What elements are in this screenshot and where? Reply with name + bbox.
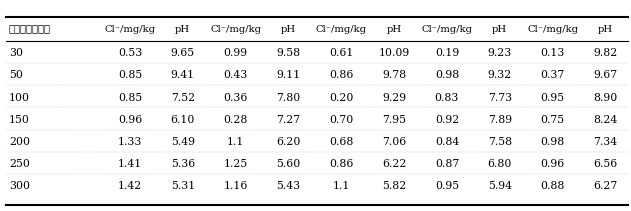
Text: 8.24: 8.24 xyxy=(593,115,618,125)
Text: 7.73: 7.73 xyxy=(488,92,512,103)
Text: 6.27: 6.27 xyxy=(593,181,618,191)
Text: 0.70: 0.70 xyxy=(329,115,353,125)
Text: pH: pH xyxy=(281,24,296,34)
Text: 7.89: 7.89 xyxy=(488,115,512,125)
Text: 1.33: 1.33 xyxy=(118,137,142,147)
Text: 9.82: 9.82 xyxy=(593,48,618,58)
Text: 300: 300 xyxy=(9,181,30,191)
Text: 50: 50 xyxy=(9,70,23,80)
Text: 5.60: 5.60 xyxy=(276,159,300,169)
Text: 5.36: 5.36 xyxy=(170,159,195,169)
Text: 0.37: 0.37 xyxy=(540,70,565,80)
Text: 0.95: 0.95 xyxy=(435,181,459,191)
Text: 1.16: 1.16 xyxy=(223,181,248,191)
Text: 5.94: 5.94 xyxy=(488,181,512,191)
Text: 0.19: 0.19 xyxy=(435,48,459,58)
Text: 7.80: 7.80 xyxy=(276,92,300,103)
Text: 9.78: 9.78 xyxy=(382,70,406,80)
Text: 9.29: 9.29 xyxy=(382,92,406,103)
Text: 9.58: 9.58 xyxy=(276,48,300,58)
Text: 5.31: 5.31 xyxy=(170,181,195,191)
Text: 5.49: 5.49 xyxy=(171,137,195,147)
Text: 7.52: 7.52 xyxy=(171,92,195,103)
Text: 0.85: 0.85 xyxy=(118,92,142,103)
Text: pH: pH xyxy=(387,24,402,34)
Text: 0.86: 0.86 xyxy=(329,70,353,80)
Text: 0.68: 0.68 xyxy=(329,137,353,147)
Text: 0.75: 0.75 xyxy=(541,115,565,125)
Text: 0.88: 0.88 xyxy=(540,181,565,191)
Text: 0.61: 0.61 xyxy=(329,48,353,58)
Text: 0.13: 0.13 xyxy=(540,48,565,58)
Text: 6.20: 6.20 xyxy=(276,137,300,147)
Text: 0.85: 0.85 xyxy=(118,70,142,80)
Text: Cl⁻/mg/kg: Cl⁻/mg/kg xyxy=(527,24,578,34)
Text: 9.65: 9.65 xyxy=(171,48,195,58)
Text: 9.32: 9.32 xyxy=(488,70,512,80)
Text: 0.28: 0.28 xyxy=(223,115,248,125)
Text: pH: pH xyxy=(598,24,613,34)
Text: 单位树脂处理量: 单位树脂处理量 xyxy=(9,24,51,34)
Text: 0.36: 0.36 xyxy=(223,92,248,103)
Text: 0.96: 0.96 xyxy=(540,159,565,169)
Text: 0.98: 0.98 xyxy=(435,70,459,80)
Text: 6.80: 6.80 xyxy=(488,159,512,169)
Text: 1.1: 1.1 xyxy=(227,137,244,147)
Text: 1.1: 1.1 xyxy=(333,181,350,191)
Text: 5.82: 5.82 xyxy=(382,181,406,191)
Text: 0.92: 0.92 xyxy=(435,115,459,125)
Text: Cl⁻/mg/kg: Cl⁻/mg/kg xyxy=(210,24,261,34)
Text: 30: 30 xyxy=(9,48,23,58)
Text: 250: 250 xyxy=(9,159,30,169)
Text: 0.98: 0.98 xyxy=(540,137,565,147)
Text: 150: 150 xyxy=(9,115,30,125)
Text: 0.53: 0.53 xyxy=(118,48,142,58)
Text: pH: pH xyxy=(175,24,191,34)
Text: 6.22: 6.22 xyxy=(382,159,406,169)
Text: 100: 100 xyxy=(9,92,30,103)
Text: 0.87: 0.87 xyxy=(435,159,459,169)
Text: Cl⁻/mg/kg: Cl⁻/mg/kg xyxy=(104,24,155,34)
Text: 7.95: 7.95 xyxy=(382,115,406,125)
Text: 7.58: 7.58 xyxy=(488,137,512,147)
Text: 1.25: 1.25 xyxy=(223,159,248,169)
Text: 9.67: 9.67 xyxy=(593,70,618,80)
Text: 0.95: 0.95 xyxy=(541,92,565,103)
Text: 8.90: 8.90 xyxy=(593,92,618,103)
Text: 5.43: 5.43 xyxy=(276,181,300,191)
Text: 0.20: 0.20 xyxy=(329,92,353,103)
Text: 9.23: 9.23 xyxy=(488,48,512,58)
Text: 7.34: 7.34 xyxy=(593,137,618,147)
Text: 0.99: 0.99 xyxy=(223,48,247,58)
Text: 1.41: 1.41 xyxy=(118,159,142,169)
Text: 9.11: 9.11 xyxy=(276,70,300,80)
Text: 6.10: 6.10 xyxy=(170,115,195,125)
Text: 0.83: 0.83 xyxy=(435,92,459,103)
Text: pH: pH xyxy=(492,24,507,34)
Text: 7.27: 7.27 xyxy=(276,115,300,125)
Text: Cl⁻/mg/kg: Cl⁻/mg/kg xyxy=(422,24,473,34)
Text: 9.41: 9.41 xyxy=(171,70,195,80)
Text: 7.06: 7.06 xyxy=(382,137,406,147)
Text: 0.86: 0.86 xyxy=(329,159,353,169)
Text: 10.09: 10.09 xyxy=(379,48,410,58)
Text: Cl⁻/mg/kg: Cl⁻/mg/kg xyxy=(316,24,367,34)
Text: 0.43: 0.43 xyxy=(223,70,248,80)
Text: 0.84: 0.84 xyxy=(435,137,459,147)
Text: 0.96: 0.96 xyxy=(118,115,142,125)
Text: 200: 200 xyxy=(9,137,30,147)
Text: 1.42: 1.42 xyxy=(118,181,142,191)
Text: 6.56: 6.56 xyxy=(593,159,618,169)
